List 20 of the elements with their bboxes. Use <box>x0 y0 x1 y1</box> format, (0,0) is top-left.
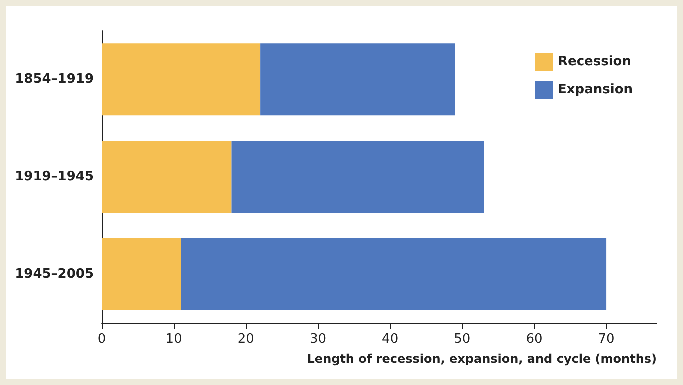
x-tick-label: 30 <box>310 332 327 347</box>
x-tick-label: 10 <box>166 332 182 347</box>
bar <box>102 140 232 214</box>
x-tick-label: 60 <box>526 332 543 347</box>
y-tick-label: 1854–1919 <box>15 72 94 88</box>
bar <box>102 44 261 116</box>
bar <box>260 44 456 116</box>
x-tick-label: 50 <box>454 332 471 347</box>
bar <box>181 238 607 310</box>
y-tick-label: 1945–2005 <box>15 266 94 282</box>
y-tick-label: 1919–1945 <box>15 170 94 184</box>
legend-label: Expansion <box>558 82 634 98</box>
legend-label: Recession <box>558 54 632 70</box>
bar <box>102 238 182 310</box>
x-tick-label: 20 <box>238 332 254 347</box>
x-tick-label: 70 <box>598 332 615 347</box>
bar <box>232 140 484 214</box>
x-tick-label: 40 <box>382 332 399 347</box>
x-tick-label: 0 <box>98 332 106 347</box>
x-axis-title: Length of recession, expansion, and cycle (months) <box>307 352 657 366</box>
